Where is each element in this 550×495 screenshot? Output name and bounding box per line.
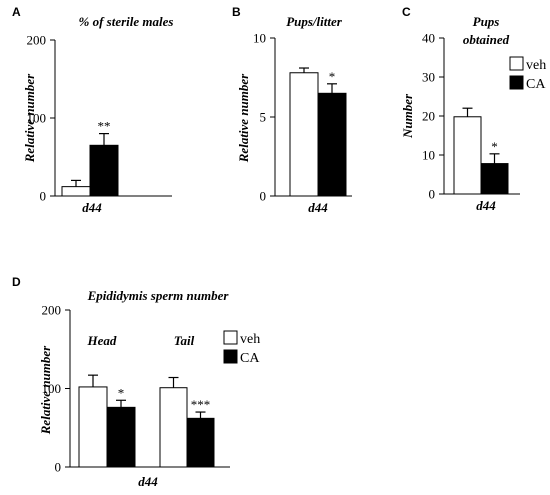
panel-d-y-tick-label: 100 — [42, 381, 62, 396]
panel-d-legend-label-veh: veh — [240, 332, 260, 347]
panel-d-significance-label: * — [118, 385, 125, 400]
panel-c-bar-ca — [480, 163, 509, 195]
panel-d-x-axis-label: d44 — [138, 474, 158, 489]
panel-a-y-tick-label: 200 — [27, 33, 47, 48]
panel-d-bar-veh — [78, 386, 108, 468]
panel-a-y-tick-label: 0 — [40, 189, 47, 204]
panel-c-significance-label: * — [491, 139, 498, 154]
panel-c-y-tick-label: 20 — [422, 109, 435, 124]
panel-d-legend-swatch-veh — [223, 330, 238, 345]
panel-a-bar-ca — [89, 144, 119, 197]
panel-d-bar-ca — [106, 406, 136, 468]
panel-d-bar-ca — [186, 417, 215, 468]
panel-c-title-line2: obtained — [463, 32, 510, 47]
panel-b-letter: B — [232, 5, 241, 19]
panel-a-significance-label: ** — [98, 119, 111, 134]
panel-b-bar-ca — [317, 92, 347, 197]
panel-d-y-axis-label: Relative number — [38, 345, 53, 435]
panel-b-y-tick-label: 10 — [253, 31, 266, 46]
panel-c-letter: C — [402, 5, 411, 19]
panel-d-legend-swatch-ca — [223, 349, 238, 364]
panel-b-y-axis-label: Relative number — [236, 73, 251, 163]
panel-b-y-tick-label: 0 — [260, 189, 267, 204]
panel-a-y-axis-label: Relative number — [22, 73, 37, 163]
panel-d-y-tick-label: 0 — [55, 460, 62, 475]
panel-a-title: % of sterile males — [79, 14, 174, 29]
panel-d-legend-label-ca: CA — [240, 351, 260, 366]
panel-c-legend-swatch-ca — [509, 75, 524, 90]
panel-c-bar-veh — [453, 116, 482, 195]
panel-c-y-tick-label: 30 — [422, 70, 435, 85]
panel-d-group-label: Head — [87, 333, 117, 348]
panel-b-significance-label: * — [329, 69, 336, 84]
panel-b-x-axis-label: d44 — [308, 200, 328, 215]
panel-a-bar-veh — [61, 186, 91, 197]
panel-d-y-tick-label: 200 — [42, 303, 62, 318]
panel-b-y-tick-label: 5 — [260, 110, 267, 125]
panel-d-title: Epididymis sperm number — [87, 288, 230, 303]
panel-d-group-label: Tail — [174, 333, 195, 348]
panel-c-y-tick-label: 40 — [422, 31, 435, 46]
panel-c-legend-swatch-veh — [509, 56, 524, 71]
panel-a-letter: A — [12, 5, 21, 19]
panel-c-y-axis-label: Number — [400, 93, 415, 139]
panel-c-y-tick-label: 0 — [429, 187, 436, 202]
panel-c-title-line1: Pups — [473, 14, 500, 29]
panel-c-x-axis-label: d44 — [476, 198, 496, 213]
panel-a-x-axis-label: d44 — [82, 200, 102, 215]
panel-c-y-tick-label: 10 — [422, 148, 435, 163]
panel-c-legend-label-ca: CA — [526, 77, 546, 92]
panel-a-y-tick-label: 100 — [27, 111, 47, 126]
panel-d-bar-veh — [159, 387, 188, 468]
panel-d-letter: D — [12, 275, 21, 289]
panel-d-significance-label: *** — [191, 397, 211, 412]
panel-c-legend-label-veh: veh — [526, 58, 546, 73]
panel-b-bar-veh — [289, 72, 319, 197]
panel-b-title: Pups/litter — [286, 14, 343, 29]
